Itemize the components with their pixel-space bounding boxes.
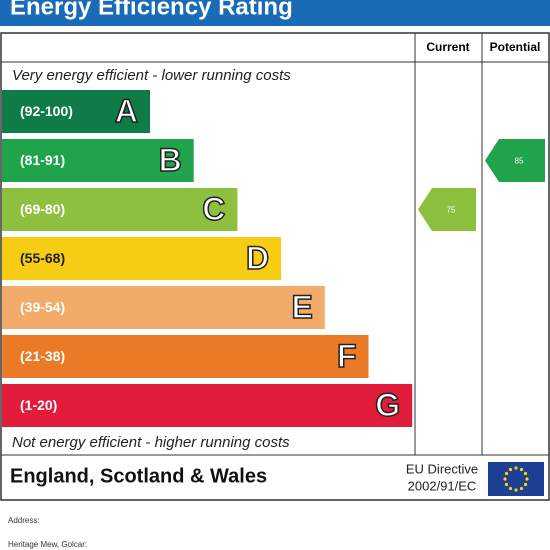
band-letter: F bbox=[337, 338, 357, 374]
flag-star bbox=[514, 466, 518, 470]
flag-star bbox=[523, 471, 528, 476]
flag-star bbox=[504, 471, 509, 476]
rating-value: 85 bbox=[515, 157, 524, 166]
rating-arrow bbox=[418, 188, 476, 231]
band-range: (21-38) bbox=[20, 348, 65, 364]
band-bar bbox=[2, 139, 194, 182]
top-note: Very energy efficient - lower running co… bbox=[12, 67, 291, 84]
flag-star bbox=[514, 488, 518, 492]
address-label: Address: bbox=[8, 516, 40, 525]
band-bar bbox=[2, 335, 369, 378]
band-bar bbox=[2, 237, 282, 280]
eu-flag bbox=[488, 462, 544, 496]
band-range: (81-91) bbox=[20, 152, 65, 168]
directive: 2002/91/EC bbox=[408, 478, 477, 493]
title-bar bbox=[0, 0, 550, 26]
band-letter: A bbox=[115, 93, 138, 129]
flag-star bbox=[508, 486, 513, 491]
band-bar bbox=[2, 90, 150, 133]
directive: EU Directive bbox=[406, 461, 478, 476]
band-letter: D bbox=[246, 240, 269, 276]
band-bar bbox=[2, 384, 413, 427]
flag-star bbox=[523, 482, 528, 487]
band-letter: B bbox=[159, 142, 182, 178]
flag-star bbox=[519, 486, 524, 491]
band-bar bbox=[2, 188, 238, 231]
bottom-note: Not energy efficient - higher running co… bbox=[12, 434, 290, 451]
title: Energy Efficiency Rating bbox=[10, 0, 293, 20]
band-letter: G bbox=[375, 387, 400, 423]
column-header: Potential bbox=[490, 40, 541, 54]
address-line: Heritage Mew, Golcar: bbox=[8, 540, 87, 549]
flag-star bbox=[525, 477, 529, 481]
band-range: (92-100) bbox=[20, 103, 73, 119]
flag-star bbox=[503, 477, 507, 481]
flag-star bbox=[508, 467, 513, 472]
band-letter: C bbox=[202, 191, 225, 227]
flag-star bbox=[504, 482, 509, 487]
frame bbox=[0, 32, 550, 501]
rating-value: 75 bbox=[447, 206, 456, 215]
band-letter: E bbox=[291, 289, 312, 325]
column-header: Current bbox=[426, 40, 469, 54]
flag-star bbox=[519, 467, 524, 472]
band-bar bbox=[2, 286, 325, 329]
band-range: (69-80) bbox=[20, 201, 65, 217]
region: England, Scotland & Wales bbox=[10, 465, 267, 487]
band-range: (55-68) bbox=[20, 250, 65, 266]
band-range: (39-54) bbox=[20, 299, 65, 315]
band-range: (1-20) bbox=[20, 397, 57, 413]
rating-arrow bbox=[485, 139, 545, 182]
